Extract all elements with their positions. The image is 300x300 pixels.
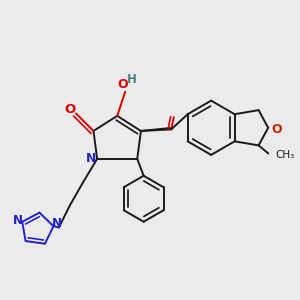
Text: O: O	[117, 78, 128, 92]
Text: O: O	[64, 103, 76, 116]
Text: N: N	[52, 217, 62, 230]
Text: O: O	[271, 123, 282, 136]
Text: N: N	[86, 152, 97, 165]
Text: H: H	[127, 73, 137, 86]
Text: CH₃: CH₃	[275, 150, 295, 160]
Text: N: N	[13, 214, 23, 227]
